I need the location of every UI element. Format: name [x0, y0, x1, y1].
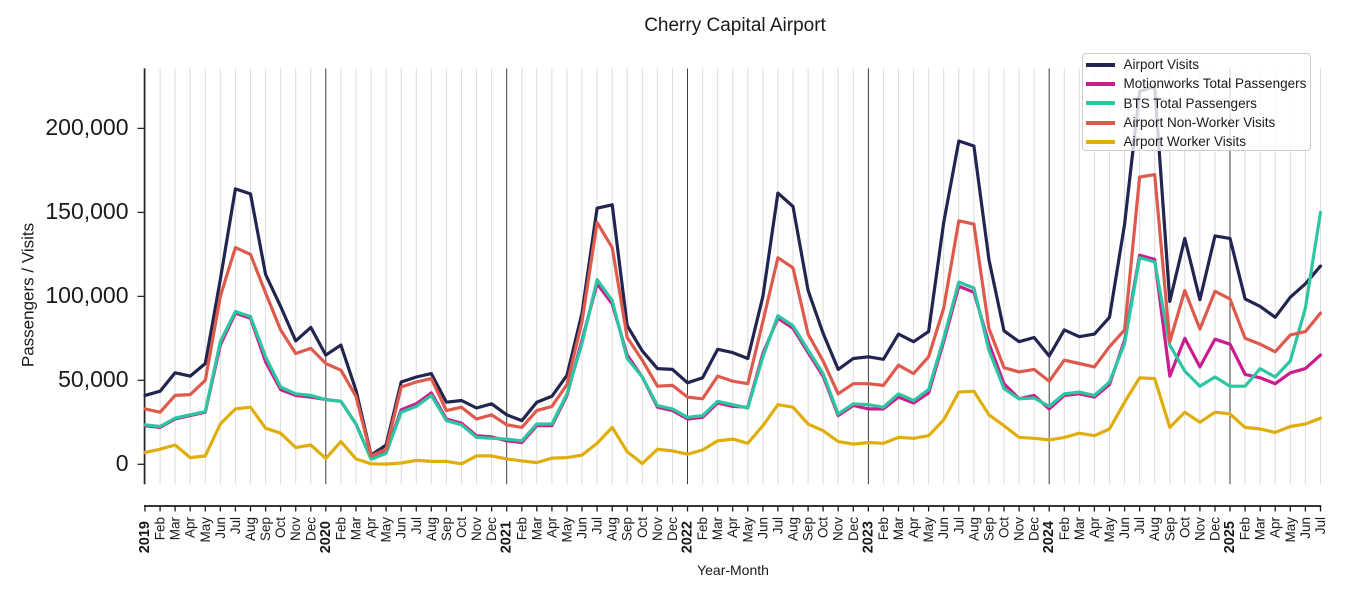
svg-text:Dec: Dec	[1208, 517, 1223, 541]
svg-text:Apr: Apr	[1087, 517, 1102, 539]
svg-text:200,000: 200,000	[45, 114, 128, 140]
svg-text:Aug: Aug	[786, 517, 801, 541]
svg-text:Sep: Sep	[801, 517, 816, 541]
svg-text:Feb: Feb	[153, 517, 168, 540]
svg-text:2023: 2023	[860, 521, 876, 553]
svg-text:Jun: Jun	[1117, 517, 1132, 539]
svg-text:Sep: Sep	[439, 517, 454, 541]
svg-text:Apr: Apr	[1268, 517, 1283, 539]
svg-text:Feb: Feb	[1057, 517, 1072, 540]
svg-text:Passengers / Visits: Passengers / Visits	[19, 223, 38, 367]
svg-text:Jun: Jun	[755, 517, 770, 539]
svg-text:Jul: Jul	[228, 517, 243, 534]
svg-text:Cherry Capital Airport: Cherry Capital Airport	[644, 15, 826, 36]
svg-text:0: 0	[116, 450, 129, 476]
svg-text:Jun: Jun	[936, 517, 951, 539]
svg-text:Jul: Jul	[409, 517, 424, 534]
svg-text:Feb: Feb	[1238, 517, 1253, 540]
svg-text:Nov: Nov	[288, 517, 303, 541]
svg-text:Apr: Apr	[183, 517, 198, 539]
svg-text:2022: 2022	[680, 521, 696, 553]
svg-text:Sep: Sep	[620, 517, 635, 541]
svg-text:Feb: Feb	[333, 517, 348, 540]
svg-text:2024: 2024	[1041, 521, 1057, 553]
svg-text:Year-Month: Year-Month	[697, 562, 769, 578]
svg-text:Jul: Jul	[770, 517, 785, 534]
svg-text:Dec: Dec	[1027, 517, 1042, 541]
svg-text:Feb: Feb	[876, 517, 891, 540]
svg-text:Sep: Sep	[1162, 517, 1177, 541]
svg-text:May: May	[740, 517, 755, 543]
svg-text:Mar: Mar	[1253, 516, 1268, 540]
svg-text:May: May	[921, 517, 936, 543]
svg-text:Nov: Nov	[831, 517, 846, 541]
svg-text:Apr: Apr	[725, 517, 740, 539]
svg-text:Nov: Nov	[1012, 517, 1027, 541]
svg-text:May: May	[379, 517, 394, 543]
svg-text:2019: 2019	[137, 521, 153, 553]
svg-text:2021: 2021	[499, 521, 515, 553]
svg-text:50,000: 50,000	[58, 366, 128, 392]
svg-text:150,000: 150,000	[45, 198, 128, 224]
svg-text:Mar: Mar	[891, 516, 906, 540]
svg-text:Aug: Aug	[243, 517, 258, 541]
svg-text:Aug: Aug	[424, 517, 439, 541]
svg-text:Nov: Nov	[469, 517, 484, 541]
svg-text:May: May	[1283, 517, 1298, 543]
svg-text:Dec: Dec	[665, 517, 680, 541]
svg-text:Jun: Jun	[213, 517, 228, 539]
svg-text:Jun: Jun	[575, 517, 590, 539]
svg-text:Jun: Jun	[1298, 517, 1313, 539]
svg-text:Jul: Jul	[1313, 517, 1328, 534]
svg-text:Jul: Jul	[951, 517, 966, 534]
svg-text:Feb: Feb	[514, 517, 529, 540]
svg-text:Oct: Oct	[1177, 517, 1192, 538]
svg-text:Dec: Dec	[846, 517, 861, 541]
svg-text:May: May	[1102, 517, 1117, 543]
svg-text:Jul: Jul	[1132, 517, 1147, 534]
svg-text:Aug: Aug	[1147, 517, 1162, 541]
svg-text:Nov: Nov	[650, 517, 665, 541]
svg-text:Apr: Apr	[364, 517, 379, 539]
svg-text:Oct: Oct	[997, 517, 1012, 538]
svg-text:Jul: Jul	[590, 517, 605, 534]
svg-text:Mar: Mar	[1072, 516, 1087, 540]
svg-text:Mar: Mar	[168, 516, 183, 540]
svg-text:Aug: Aug	[605, 517, 620, 541]
svg-text:Jun: Jun	[394, 517, 409, 539]
svg-text:Feb: Feb	[695, 517, 710, 540]
svg-text:Mar: Mar	[710, 516, 725, 540]
svg-text:2025: 2025	[1222, 521, 1238, 553]
svg-text:Apr: Apr	[544, 517, 559, 539]
svg-text:Mar: Mar	[349, 516, 364, 540]
svg-text:Oct: Oct	[454, 517, 469, 538]
svg-text:Oct: Oct	[635, 517, 650, 538]
svg-text:Dec: Dec	[303, 517, 318, 541]
svg-text:May: May	[198, 517, 213, 543]
svg-text:Sep: Sep	[981, 517, 996, 541]
svg-text:Dec: Dec	[484, 517, 499, 541]
svg-text:100,000: 100,000	[45, 282, 128, 308]
svg-text:Aug: Aug	[966, 517, 981, 541]
svg-text:2020: 2020	[318, 521, 334, 553]
svg-text:Nov: Nov	[1192, 517, 1207, 541]
svg-text:May: May	[560, 517, 575, 543]
svg-text:Oct: Oct	[273, 517, 288, 538]
svg-text:Apr: Apr	[906, 517, 921, 539]
svg-text:Mar: Mar	[529, 516, 544, 540]
svg-text:Oct: Oct	[816, 517, 831, 538]
svg-text:Sep: Sep	[258, 517, 273, 541]
